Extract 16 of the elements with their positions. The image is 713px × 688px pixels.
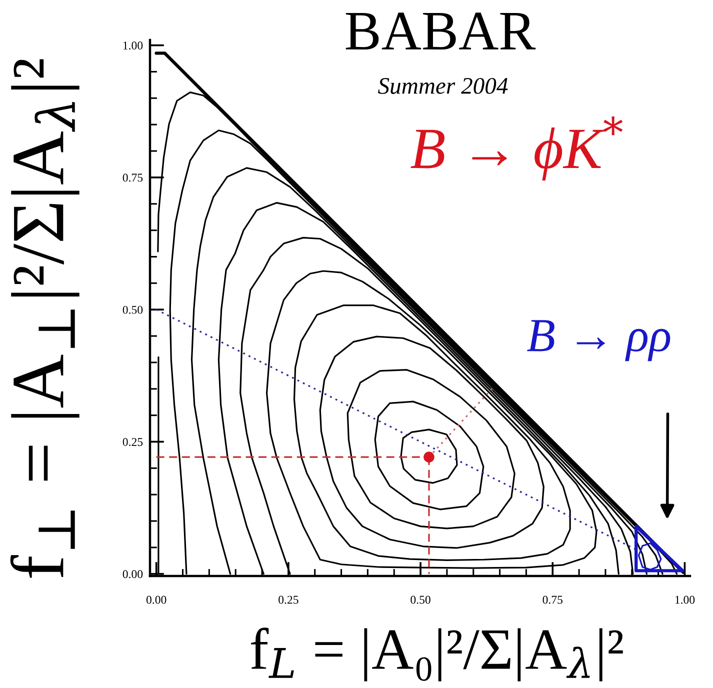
x-tick-label: 1.00	[675, 596, 695, 604]
chart-title: BABAR	[346, 12, 536, 50]
text: B → ϕK$^{*}$	[410, 116, 623, 180]
x-tick-label: 0.75	[542, 596, 562, 604]
y-tick-label: 0.50	[122, 306, 143, 314]
y-tick-label: 0.00	[122, 570, 143, 578]
x-axis-title: f$_{L}$ = |A₀|²/Σ|A$_{λ}$|²	[250, 628, 623, 682]
y-axis-title: f$_{⊥}$ = |A$_{⊥}$|²/Σ|A$_{λ}$|²	[10, 59, 80, 578]
y-tick-label: 0.25	[122, 438, 143, 446]
y-tick-label: 0.75	[122, 174, 143, 182]
x-tick-label: 0.00	[146, 596, 166, 604]
x-tick-label: 0.50	[410, 596, 430, 604]
x-tick-label: 0.25	[278, 596, 298, 604]
text: Summer 2004	[378, 78, 508, 94]
text: B → ρρ	[527, 320, 670, 362]
y-tick-label: 1.00	[123, 42, 143, 50]
